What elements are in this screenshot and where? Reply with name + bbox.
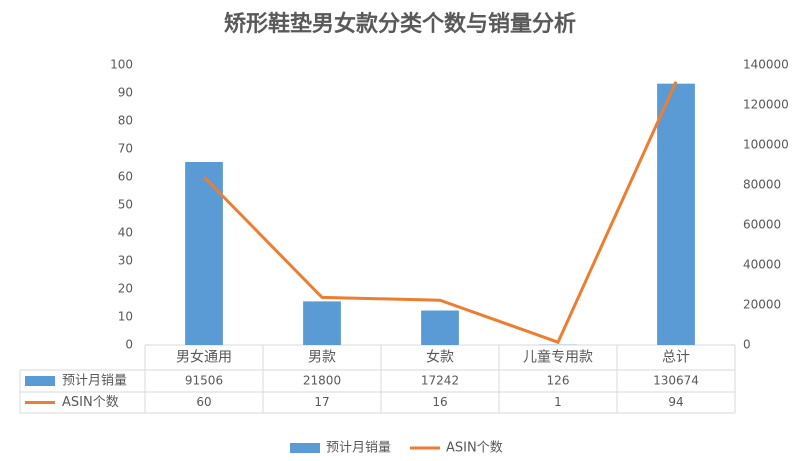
table-cell: 17 [314, 395, 329, 409]
x-tick-label: 儿童专用款 [523, 349, 593, 366]
table-cell: 94 [668, 395, 683, 409]
y-tick-label: 50 [118, 198, 133, 212]
bar [421, 310, 459, 345]
legend-label: 预计月销量 [326, 441, 391, 456]
y-tick-label: 90 [118, 86, 133, 100]
table-row-label: ASIN个数 [62, 395, 119, 410]
y2-tick-label: 20000 [743, 298, 781, 312]
y2-tick-label: 0 [743, 338, 751, 352]
y-tick-label: 80 [118, 114, 133, 128]
line [202, 81, 678, 345]
table-cell: 60 [196, 395, 211, 409]
x-tick-label: 男款 [308, 350, 336, 366]
table-cell: 91506 [185, 374, 223, 388]
y2-tick-label: 100000 [743, 138, 789, 152]
y2-tick-label: 120000 [743, 98, 789, 112]
y2-tick-label: 60000 [743, 218, 781, 232]
legend-key [25, 376, 55, 386]
y-tick-label: 20 [118, 282, 133, 296]
y-tick-label: 30 [118, 254, 133, 268]
legend-label: ASIN个数 [446, 441, 503, 456]
y-tick-label: 70 [118, 142, 133, 156]
x-tick-label: 男女通用 [176, 349, 232, 366]
legend-key [290, 443, 320, 453]
table-cell: 21800 [303, 374, 341, 388]
y-tick-label: 40 [118, 226, 133, 240]
table-cell: 130674 [653, 374, 699, 388]
table-cell: 17242 [421, 374, 459, 388]
chart-title: 矫形鞋垫男女款分类个数与销量分析 [224, 11, 576, 37]
y-tick-label: 0 [125, 338, 133, 352]
x-tick-label: 女款 [426, 349, 454, 366]
y2-tick-label: 80000 [743, 178, 781, 192]
bar [657, 83, 695, 345]
table-row-label: 预计月销量 [62, 374, 127, 389]
y-tick-label: 10 [118, 310, 133, 324]
y2-tick-label: 40000 [743, 258, 781, 272]
table-cell: 1 [554, 395, 562, 409]
y-tick-label: 100 [110, 58, 133, 72]
bar [185, 161, 223, 345]
table-cell: 126 [547, 374, 570, 388]
y2-tick-label: 140000 [743, 58, 789, 72]
y-tick-label: 60 [118, 170, 133, 184]
bar [303, 301, 341, 345]
table-cell: 16 [432, 395, 447, 409]
x-tick-label: 总计 [662, 350, 690, 366]
